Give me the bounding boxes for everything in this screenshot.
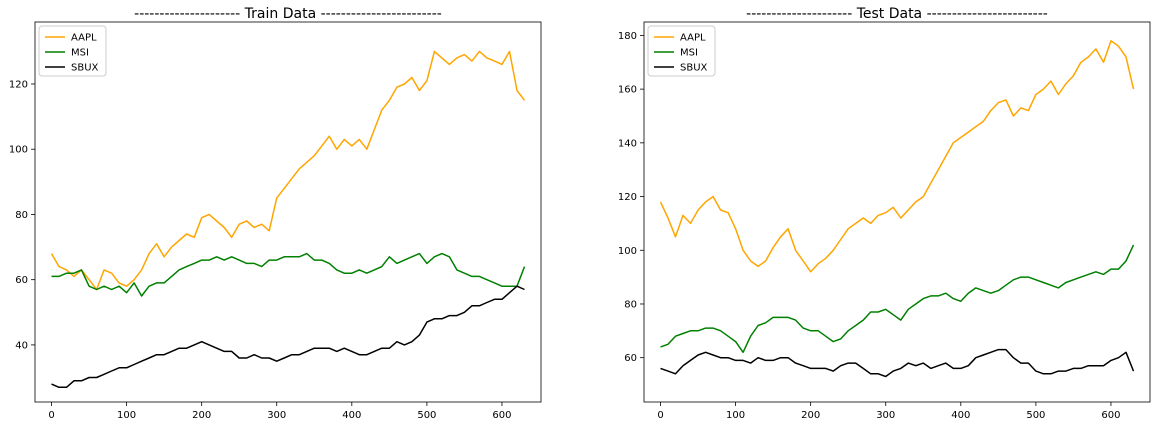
y-tick-label: 100 bbox=[9, 145, 28, 156]
series-line-msi bbox=[51, 252, 526, 297]
legend-label: MSI bbox=[680, 48, 698, 59]
x-tick-label: 400 bbox=[342, 410, 361, 421]
legend-label: SBUX bbox=[71, 63, 99, 74]
y-tick-label: 180 bbox=[618, 31, 637, 42]
legend-box bbox=[38, 25, 107, 77]
legend-label: AAPL bbox=[71, 33, 97, 44]
y-tick-label: 120 bbox=[618, 192, 637, 203]
x-tick-label: 300 bbox=[267, 410, 286, 421]
x-tick-label: 400 bbox=[951, 410, 970, 421]
x-tick-label: 200 bbox=[801, 410, 820, 421]
series-line-sbux bbox=[660, 348, 1135, 378]
y-tick-label: 80 bbox=[15, 210, 28, 221]
legend-label: MSI bbox=[71, 48, 89, 59]
x-tick-label: 300 bbox=[876, 410, 895, 421]
legend: AAPL MSI SBUX bbox=[38, 25, 107, 77]
chart-1: --------------------- Test Data --------… bbox=[618, 6, 1151, 421]
y-tick-label: 40 bbox=[15, 340, 28, 351]
series-line-aapl bbox=[50, 50, 526, 291]
legend: AAPL MSI SBUX bbox=[647, 25, 716, 77]
x-tick-label: 500 bbox=[417, 410, 436, 421]
y-tick-label: 120 bbox=[9, 79, 28, 90]
legend-box bbox=[647, 25, 716, 77]
y-tick-label: 100 bbox=[618, 246, 637, 257]
y-tick-label: 60 bbox=[624, 353, 637, 364]
series-line-sbux bbox=[51, 285, 525, 389]
y-tick-label: 160 bbox=[618, 85, 637, 96]
series-line-msi bbox=[660, 244, 1135, 354]
chart-0: --------------------- Train Data -------… bbox=[9, 6, 542, 421]
plot-frame bbox=[643, 21, 1151, 403]
x-tick-label: 200 bbox=[192, 410, 211, 421]
y-tick-label: 60 bbox=[15, 275, 28, 286]
series-line-aapl bbox=[659, 40, 1135, 273]
x-tick-label: 500 bbox=[1026, 410, 1045, 421]
x-tick-label: 100 bbox=[117, 410, 136, 421]
y-tick-label: 80 bbox=[624, 299, 637, 310]
x-tick-label: 0 bbox=[48, 410, 54, 421]
chart-title: --------------------- Test Data --------… bbox=[746, 6, 1048, 22]
x-tick-label: 0 bbox=[657, 410, 663, 421]
chart-title: --------------------- Train Data -------… bbox=[134, 6, 442, 22]
plot-frame bbox=[34, 21, 542, 403]
x-tick-label: 100 bbox=[726, 410, 745, 421]
x-tick-label: 600 bbox=[1101, 410, 1120, 421]
legend-label: SBUX bbox=[680, 63, 708, 74]
x-tick-label: 600 bbox=[492, 410, 511, 421]
legend-label: AAPL bbox=[680, 33, 706, 44]
y-tick-label: 140 bbox=[618, 138, 637, 149]
